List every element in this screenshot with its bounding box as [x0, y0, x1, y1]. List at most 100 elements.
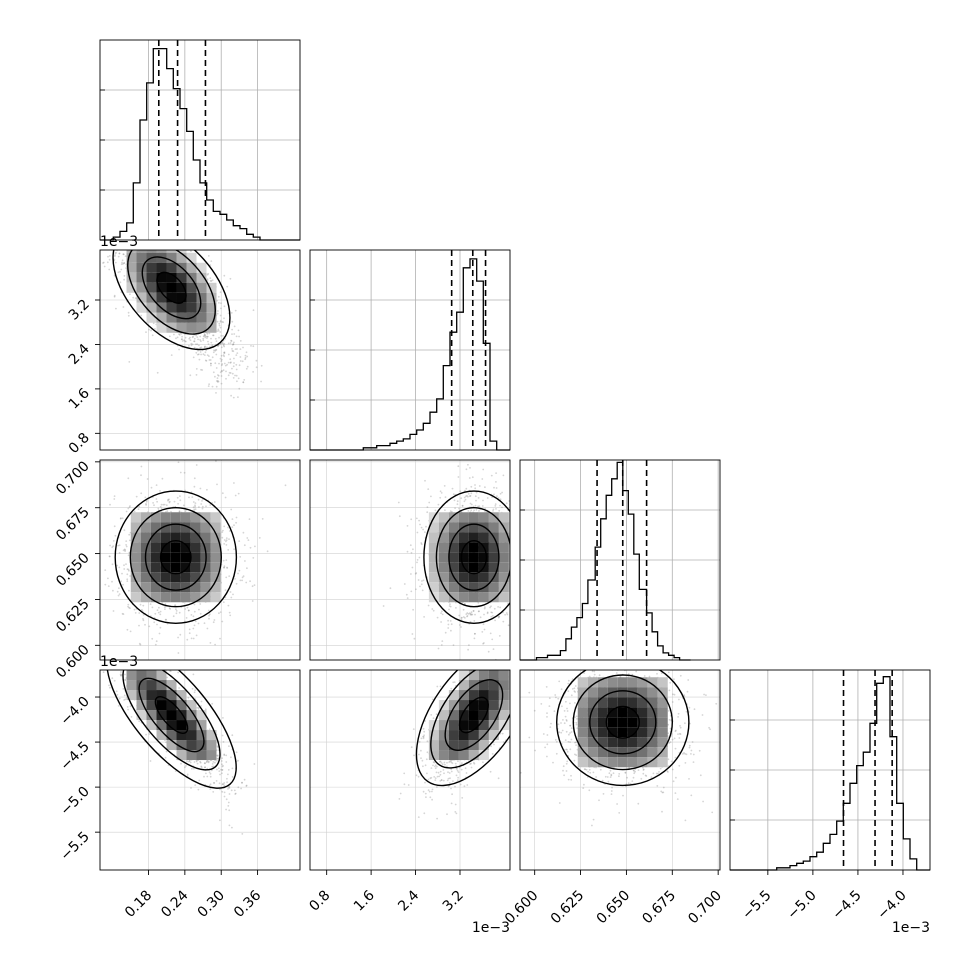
sample-point: [475, 509, 478, 511]
sample-point: [165, 238, 167, 240]
sample-point: [219, 320, 222, 323]
sample-point: [228, 371, 231, 374]
sample-point: [92, 672, 94, 674]
density-cell: [508, 552, 510, 563]
sample-point: [127, 477, 130, 480]
sample-point: [209, 279, 212, 282]
sample-point: [512, 507, 514, 509]
sample-point: [194, 508, 197, 511]
sample-point: [252, 309, 255, 312]
sample-point: [91, 628, 93, 630]
sample-point: [499, 606, 501, 609]
density-cell: [126, 262, 137, 273]
sample-point: [209, 504, 212, 506]
sample-point: [121, 261, 123, 264]
contour-level-2: [127, 250, 216, 335]
sample-point: [112, 610, 115, 612]
sample-point: [452, 644, 455, 646]
sample-point: [221, 342, 224, 344]
sample-point: [233, 482, 235, 484]
sample-point: [231, 333, 233, 335]
sample-point: [129, 705, 132, 708]
sample-point: [222, 344, 225, 347]
sample-point: [513, 608, 515, 610]
sample-point: [167, 499, 169, 502]
sample-point: [483, 642, 485, 644]
sample-point: [235, 368, 238, 371]
sample-point: [497, 616, 500, 619]
sample-point: [188, 496, 190, 499]
sample-point: [152, 236, 154, 238]
density-cell: [210, 542, 221, 553]
sample-point: [192, 673, 195, 676]
density-cell: [160, 552, 171, 563]
sample-point: [518, 566, 520, 568]
sample-point: [514, 583, 516, 585]
density-cell: [190, 522, 201, 533]
sample-point: [414, 572, 417, 575]
density-cell: [130, 542, 141, 553]
sample-point: [234, 348, 237, 350]
sample-point: [461, 505, 464, 507]
sample-point: [206, 488, 208, 491]
sample-point: [163, 606, 166, 608]
sample-point: [208, 359, 211, 361]
sample-point: [462, 616, 465, 618]
sample-point: [235, 363, 238, 366]
sample-point: [460, 497, 463, 500]
sample-point: [501, 491, 503, 494]
sample-point: [511, 554, 513, 556]
sample-point: [218, 336, 220, 339]
density-panel-p0-p3: [91, 628, 301, 871]
sample-point: [223, 317, 225, 320]
sample-point: [473, 620, 476, 622]
sample-point: [193, 337, 196, 340]
density-cell: [488, 522, 499, 533]
sample-point: [165, 750, 168, 753]
sample-point: [456, 500, 459, 503]
density-cell: [186, 282, 197, 293]
density-cell: [210, 562, 221, 573]
sample-point: [231, 350, 234, 352]
sample-point: [199, 761, 202, 764]
sample-point: [216, 320, 219, 323]
sample-point: [210, 337, 212, 340]
sample-point: [159, 626, 162, 629]
sample-point: [210, 362, 212, 365]
density-cell: [176, 250, 187, 253]
sample-point: [190, 614, 193, 616]
density-cell: [180, 572, 191, 583]
sample-point: [211, 763, 214, 765]
sample-point: [494, 619, 496, 622]
sample-point: [227, 361, 230, 364]
sample-point: [118, 252, 121, 255]
sample-point: [128, 569, 130, 572]
sample-point: [139, 603, 142, 606]
sample-point: [109, 544, 111, 547]
sample-point: [224, 589, 227, 591]
sample-point: [144, 496, 147, 499]
sample-point: [220, 358, 223, 361]
sample-point: [223, 566, 225, 569]
density-cell: [196, 282, 207, 293]
sample-point: [142, 241, 144, 243]
sample-point: [118, 544, 121, 547]
sample-point: [117, 705, 120, 707]
sample-point: [241, 781, 243, 784]
sample-point: [423, 616, 425, 618]
sample-point: [195, 464, 198, 466]
sample-point: [193, 610, 196, 613]
sample-point: [116, 693, 119, 696]
sample-point: [242, 381, 245, 384]
sample-point: [475, 499, 477, 502]
sample-point: [198, 506, 200, 508]
density-cell: [438, 552, 449, 563]
sample-point: [470, 509, 473, 512]
sample-point: [238, 387, 241, 390]
contour-level-0: [460, 539, 488, 575]
sample-point: [193, 767, 195, 770]
sample-point: [85, 224, 87, 226]
sample-point: [478, 485, 481, 487]
sample-point: [224, 496, 227, 499]
sample-point: [107, 255, 109, 258]
